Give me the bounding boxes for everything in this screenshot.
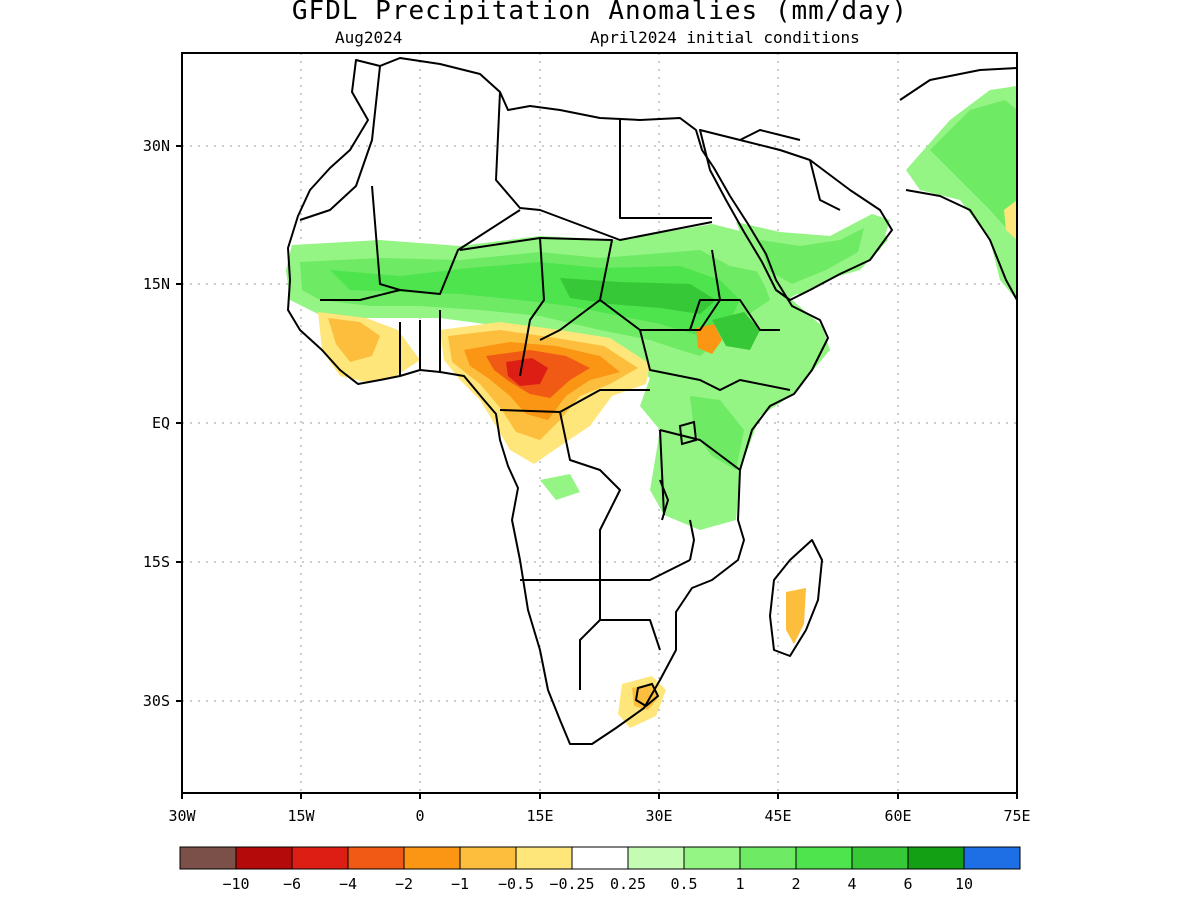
- y-tick-label: 15S: [143, 553, 170, 571]
- colorbar-swatch: [235, 846, 293, 870]
- x-tick-label: 45E: [764, 807, 791, 825]
- y-tick-label: 30N: [143, 137, 170, 155]
- x-tick-label: 30E: [645, 807, 672, 825]
- axis-ticks: [176, 145, 1018, 799]
- positive-anomaly-region: [286, 86, 1017, 530]
- colorbar-labels: −10 −6 −4 −2 −1 −0.5 −0.25 0.25 0.5 1 2 4 6 10: [222, 875, 973, 893]
- x-tick-labels: 30W 15W 0 15E 30E 45E 60E 75E: [168, 807, 1030, 825]
- colorbar-label: −10: [222, 875, 249, 893]
- colorbar-label: 0.5: [670, 875, 697, 893]
- x-tick-label: 15W: [287, 807, 315, 825]
- y-tick-label: 30S: [143, 692, 170, 710]
- colorbar-label: 2: [791, 875, 800, 893]
- colorbar-label: 1: [735, 875, 744, 893]
- colorbar-label: 4: [847, 875, 856, 893]
- colorbar-swatch: [291, 846, 349, 870]
- colorbar-label: −0.5: [498, 875, 534, 893]
- y-tick-label: 15N: [143, 275, 170, 293]
- colorbar-label: 0.25: [610, 875, 646, 893]
- colorbar-swatch: [403, 846, 461, 870]
- coastlines: [287, 57, 1017, 745]
- colorbar-label: 10: [955, 875, 973, 893]
- map-title: GFDL Precipitation Anomalies (mm/day): [291, 0, 909, 26]
- x-tick-label: 15E: [526, 807, 553, 825]
- y-tick-labels: 30N 15N EQ 15S 30S: [143, 137, 170, 710]
- colorbar-label: 6: [903, 875, 912, 893]
- forecast-month: Aug2024: [335, 28, 403, 47]
- colorbar-label: −0.25: [549, 875, 594, 893]
- lakes: [634, 420, 698, 708]
- colorbar-swatch: [851, 846, 909, 870]
- colorbar-swatch: [795, 846, 853, 870]
- colorbar: [179, 846, 1021, 870]
- initial-conditions: April2024 initial conditions: [590, 28, 860, 47]
- colorbar-label: −2: [395, 875, 413, 893]
- x-tick-label: 30W: [168, 807, 196, 825]
- gridlines: [182, 53, 1017, 793]
- colorbar-swatch: [459, 846, 517, 870]
- negative-anomaly-region: [318, 200, 1017, 728]
- colorbar-swatch: [347, 846, 405, 870]
- colorbar-label: −1: [451, 875, 469, 893]
- y-tick-label: EQ: [152, 414, 170, 432]
- colorbar-swatch: [907, 846, 965, 870]
- colorbar-label: −4: [339, 875, 357, 893]
- colorbar-swatch: [739, 846, 797, 870]
- x-tick-label: 75E: [1003, 807, 1030, 825]
- colorbar-swatch: [515, 846, 573, 870]
- colorbar-label: −6: [283, 875, 301, 893]
- colorbar-swatch: [571, 846, 629, 870]
- colorbar-swatch: [627, 846, 685, 870]
- anomaly-shading: [286, 86, 1017, 728]
- colorbar-swatch: [683, 846, 741, 870]
- colorbar-swatch: [963, 846, 1021, 870]
- colorbar-swatch: [179, 846, 237, 870]
- x-tick-label: 60E: [884, 807, 911, 825]
- x-tick-label: 0: [415, 807, 424, 825]
